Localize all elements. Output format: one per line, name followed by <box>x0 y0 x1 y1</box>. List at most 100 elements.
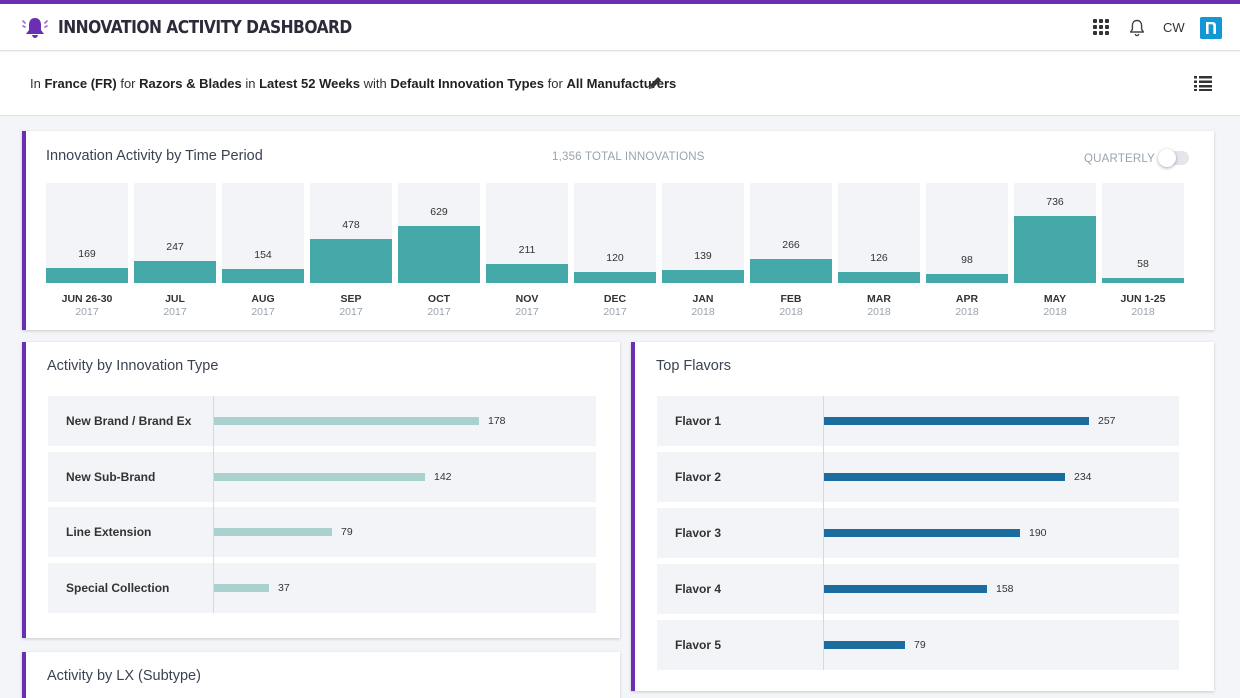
time-period-label: JUN 26-30 <box>61 293 113 305</box>
pencil-icon[interactable] <box>647 75 663 91</box>
time-period-column[interactable]: 169 <box>46 183 128 283</box>
top-flavors-title: Top Flavors <box>656 358 731 374</box>
time-period-value: 629 <box>430 206 448 218</box>
flavor-row-label: Flavor 1 <box>675 414 722 428</box>
time-period-value: 154 <box>254 249 272 261</box>
time-period-year: 2018 <box>691 306 715 318</box>
innovation-type-row[interactable]: Line Extension 79 <box>48 507 596 557</box>
filter-prefix: In <box>30 76 41 91</box>
innovation-type-row-value: 79 <box>341 526 353 538</box>
time-period-label: NOV <box>515 293 539 305</box>
n-brand-icon[interactable] <box>1200 17 1222 39</box>
time-period-value: 139 <box>694 250 712 262</box>
time-period-column[interactable]: 211 <box>486 183 568 283</box>
time-period-bar[interactable] <box>838 272 920 283</box>
time-period-column[interactable]: 247 <box>134 183 216 283</box>
time-period-bar[interactable] <box>750 259 832 283</box>
flavor-row[interactable]: Flavor 2 234 <box>657 452 1179 502</box>
time-period-column[interactable]: 126 <box>838 183 920 283</box>
time-period-bar[interactable] <box>222 269 304 283</box>
flavor-row-bar[interactable] <box>824 585 987 593</box>
list-view-icon[interactable] <box>1194 75 1212 91</box>
flavor-row[interactable]: Flavor 3 190 <box>657 508 1179 558</box>
time-period-value: 211 <box>518 244 536 256</box>
filter-manufacturers[interactable]: All Manufacturers <box>566 76 677 91</box>
time-period-label: APR <box>955 293 979 305</box>
flavor-row-label: Flavor 2 <box>675 470 722 484</box>
innovation-type-row-label: New Brand / Brand Ex <box>66 414 192 428</box>
time-period-chart: 169 JUN 26-30 2017 247 JUL 2017 154 AUG 2017 478 S… <box>46 183 1190 323</box>
filter-category[interactable]: Razors & Blades <box>139 76 242 91</box>
flavor-row[interactable]: Flavor 5 79 <box>657 620 1179 670</box>
time-period-bar[interactable] <box>662 270 744 283</box>
filter-word-with: with <box>363 76 387 91</box>
time-period-value: 247 <box>166 241 184 253</box>
flavor-row-bar[interactable] <box>824 529 1020 537</box>
time-period-year: 2018 <box>779 306 803 318</box>
flavor-row-bar[interactable] <box>824 473 1065 481</box>
time-period-label: MAR <box>867 293 891 305</box>
time-period-year: 2017 <box>339 306 363 318</box>
time-period-bar[interactable] <box>574 272 656 283</box>
flavor-row[interactable]: Flavor 4 158 <box>657 564 1179 614</box>
quarterly-toggle[interactable] <box>1158 149 1189 167</box>
innovation-type-row[interactable]: Special Collection 37 <box>48 562 596 613</box>
time-period-column[interactable]: 478 <box>310 183 392 283</box>
time-period-year: 2018 <box>1131 306 1155 318</box>
time-period-label: JUN 1-25 <box>1120 293 1166 305</box>
time-period-bar[interactable] <box>486 264 568 283</box>
time-period-year: 2017 <box>427 306 451 318</box>
time-period-bar[interactable] <box>310 239 392 283</box>
time-period-column[interactable]: 154 <box>222 183 304 283</box>
innovation-type-row-bar[interactable] <box>214 472 425 481</box>
time-period-bar[interactable] <box>134 261 216 283</box>
time-period-bar[interactable] <box>398 226 480 283</box>
filter-word-for: for <box>120 76 136 91</box>
innovation-type-row-bar[interactable] <box>214 528 332 536</box>
user-avatar[interactable]: CW <box>1163 20 1185 35</box>
quarterly-label: QUARTERLY <box>1084 153 1156 165</box>
time-period-label: AUG <box>251 293 275 305</box>
flavor-row-bar[interactable] <box>824 641 905 649</box>
filter-period[interactable]: Latest 52 Weeks <box>259 76 361 91</box>
time-period-year: 2017 <box>163 306 187 318</box>
time-period-year: 2017 <box>75 306 99 318</box>
innovation-type-row-bar[interactable] <box>214 417 479 425</box>
time-period-bar[interactable] <box>926 274 1008 283</box>
time-period-value: 169 <box>78 248 96 260</box>
innovation-type-card: Activity by Innovation Type New Brand / … <box>22 342 620 638</box>
time-period-column[interactable]: 58 <box>1102 183 1184 283</box>
time-period-column[interactable]: 139 <box>662 183 744 283</box>
toggle-knob[interactable] <box>1158 149 1176 167</box>
flavor-row-value: 190 <box>1029 527 1047 539</box>
time-period-column[interactable]: 629 <box>398 183 480 283</box>
time-period-column[interactable]: 266 <box>750 183 832 283</box>
time-period-value: 120 <box>606 252 624 264</box>
time-period-bar[interactable] <box>46 268 128 283</box>
innovation-type-title: Activity by Innovation Type <box>47 358 219 374</box>
time-period-value: 478 <box>342 219 360 231</box>
time-period-label: JUL <box>165 293 185 305</box>
time-period-label: FEB <box>780 293 802 305</box>
time-period-label: MAY <box>1043 293 1067 305</box>
flavor-row-bar[interactable] <box>824 417 1089 425</box>
time-period-column[interactable]: 98 <box>926 183 1008 283</box>
innovation-type-row-value: 37 <box>278 581 290 594</box>
innovation-type-row-bar[interactable] <box>214 583 269 592</box>
flavor-row[interactable]: Flavor 1 257 <box>657 396 1179 446</box>
apps-grid-icon[interactable] <box>1093 19 1109 35</box>
subtype-card: Activity by LX (Subtype) <box>22 652 620 698</box>
time-period-bar[interactable] <box>1014 216 1096 283</box>
bell-icon[interactable] <box>1128 18 1146 38</box>
innovation-type-row[interactable]: New Brand / Brand Ex 178 <box>48 396 596 446</box>
filter-word-for-2: for <box>547 76 563 91</box>
innovation-type-row[interactable]: New Sub-Brand 142 <box>48 451 596 502</box>
time-period-card: Innovation Activity by Time Period 1,356… <box>22 131 1214 330</box>
flavor-row-value: 79 <box>914 639 926 651</box>
filter-innovation-types[interactable]: Default Innovation Types <box>390 76 545 91</box>
time-period-bar[interactable] <box>1102 278 1184 283</box>
time-period-column[interactable]: 120 <box>574 183 656 283</box>
time-period-column[interactable]: 736 <box>1014 183 1096 283</box>
filter-market[interactable]: France (FR) <box>44 76 117 91</box>
time-period-label: OCT <box>427 293 451 305</box>
